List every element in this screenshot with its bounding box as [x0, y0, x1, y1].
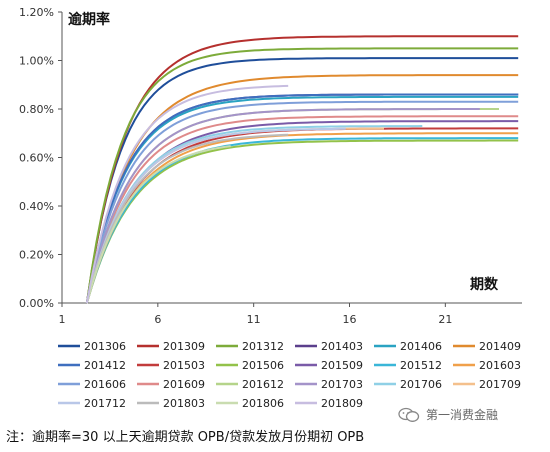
series-line-201803 — [85, 133, 289, 304]
footnote: 注：逾期率=30 以上天逾期贷款 OPB/贷款发放月份期初 OPB — [6, 430, 365, 445]
legend-label-201412: 201412 — [84, 359, 126, 372]
legend-label-201509: 201509 — [321, 359, 363, 372]
series-line-201703 — [85, 108, 480, 304]
y-tick-label: 0.00% — [19, 297, 54, 310]
legend-label-201506: 201506 — [242, 359, 284, 372]
legend-label-201306: 201306 — [84, 340, 126, 353]
series-line-201806 — [85, 145, 231, 304]
x-axis-title: 期数 — [470, 276, 499, 293]
series-line-201509 — [85, 120, 519, 304]
series-line-201603 — [85, 132, 519, 304]
axes: 0.00%0.20%0.40%0.60%0.80%1.00%1.20%1 6 11 1… — [19, 6, 522, 326]
chart-title: 逾期率 — [68, 11, 110, 28]
legend-label-201403: 201403 — [321, 340, 363, 353]
watermark-text: 第一消费金融 — [426, 408, 499, 422]
series-line-201609 — [85, 115, 519, 304]
series-line-201506 — [85, 139, 519, 304]
wechat-icon — [398, 407, 420, 422]
series-line-201809 — [85, 84, 289, 304]
x-tick-label: 11 — [247, 313, 261, 326]
legend-label-201806: 201806 — [242, 397, 284, 410]
legend-label-201609: 201609 — [163, 378, 205, 391]
x-tick-label: 21 — [438, 313, 452, 326]
y-tick-label: 0.60% — [19, 152, 54, 165]
series-line-201306 — [85, 57, 519, 304]
series-line-201512 — [85, 137, 519, 304]
y-tick-label: 0.80% — [19, 103, 54, 116]
x-tick-label: 1 — [59, 313, 66, 326]
y-tick-label: 0.20% — [19, 249, 54, 262]
legend-label-201312: 201312 — [242, 340, 284, 353]
legend-label-201512: 201512 — [400, 359, 442, 372]
watermark: 第一消费金融 — [398, 406, 498, 423]
series-line-201712 — [85, 127, 346, 304]
y-tick-label: 1.00% — [19, 55, 54, 68]
legend: 201306 201309 201312 201403 201406 201409 2014… — [58, 340, 521, 410]
legend-label-201612: 201612 — [242, 378, 284, 391]
series-line-201312 — [85, 47, 519, 304]
series-line-201706 — [85, 125, 423, 304]
legend-label-201809: 201809 — [321, 397, 363, 410]
x-tick-label: 16 — [343, 313, 357, 326]
legend-label-201803: 201803 — [163, 397, 205, 410]
series-line-201503 — [85, 127, 519, 304]
y-tick-label: 1.20% — [19, 6, 54, 19]
series-line-201406 — [85, 95, 519, 304]
y-tick-label: 0.40% — [19, 200, 54, 213]
series-line-201309 — [85, 35, 519, 304]
legend-label-201503: 201503 — [163, 359, 205, 372]
series-line-201606 — [85, 100, 519, 304]
series-line-201412 — [85, 93, 519, 304]
legend-label-201709: 201709 — [479, 378, 521, 391]
legend-label-201606: 201606 — [84, 378, 126, 391]
legend-label-201706: 201706 — [400, 378, 442, 391]
legend-label-201406: 201406 — [400, 340, 442, 353]
legend-label-201603: 201603 — [479, 359, 521, 372]
legend-label-201309: 201309 — [163, 340, 205, 353]
legend-label-201712: 201712 — [84, 397, 126, 410]
legend-label-201409: 201409 — [479, 340, 521, 353]
legend-label-201703: 201703 — [321, 378, 363, 391]
x-tick-label: 6 — [154, 313, 161, 326]
series-lines — [85, 35, 519, 304]
